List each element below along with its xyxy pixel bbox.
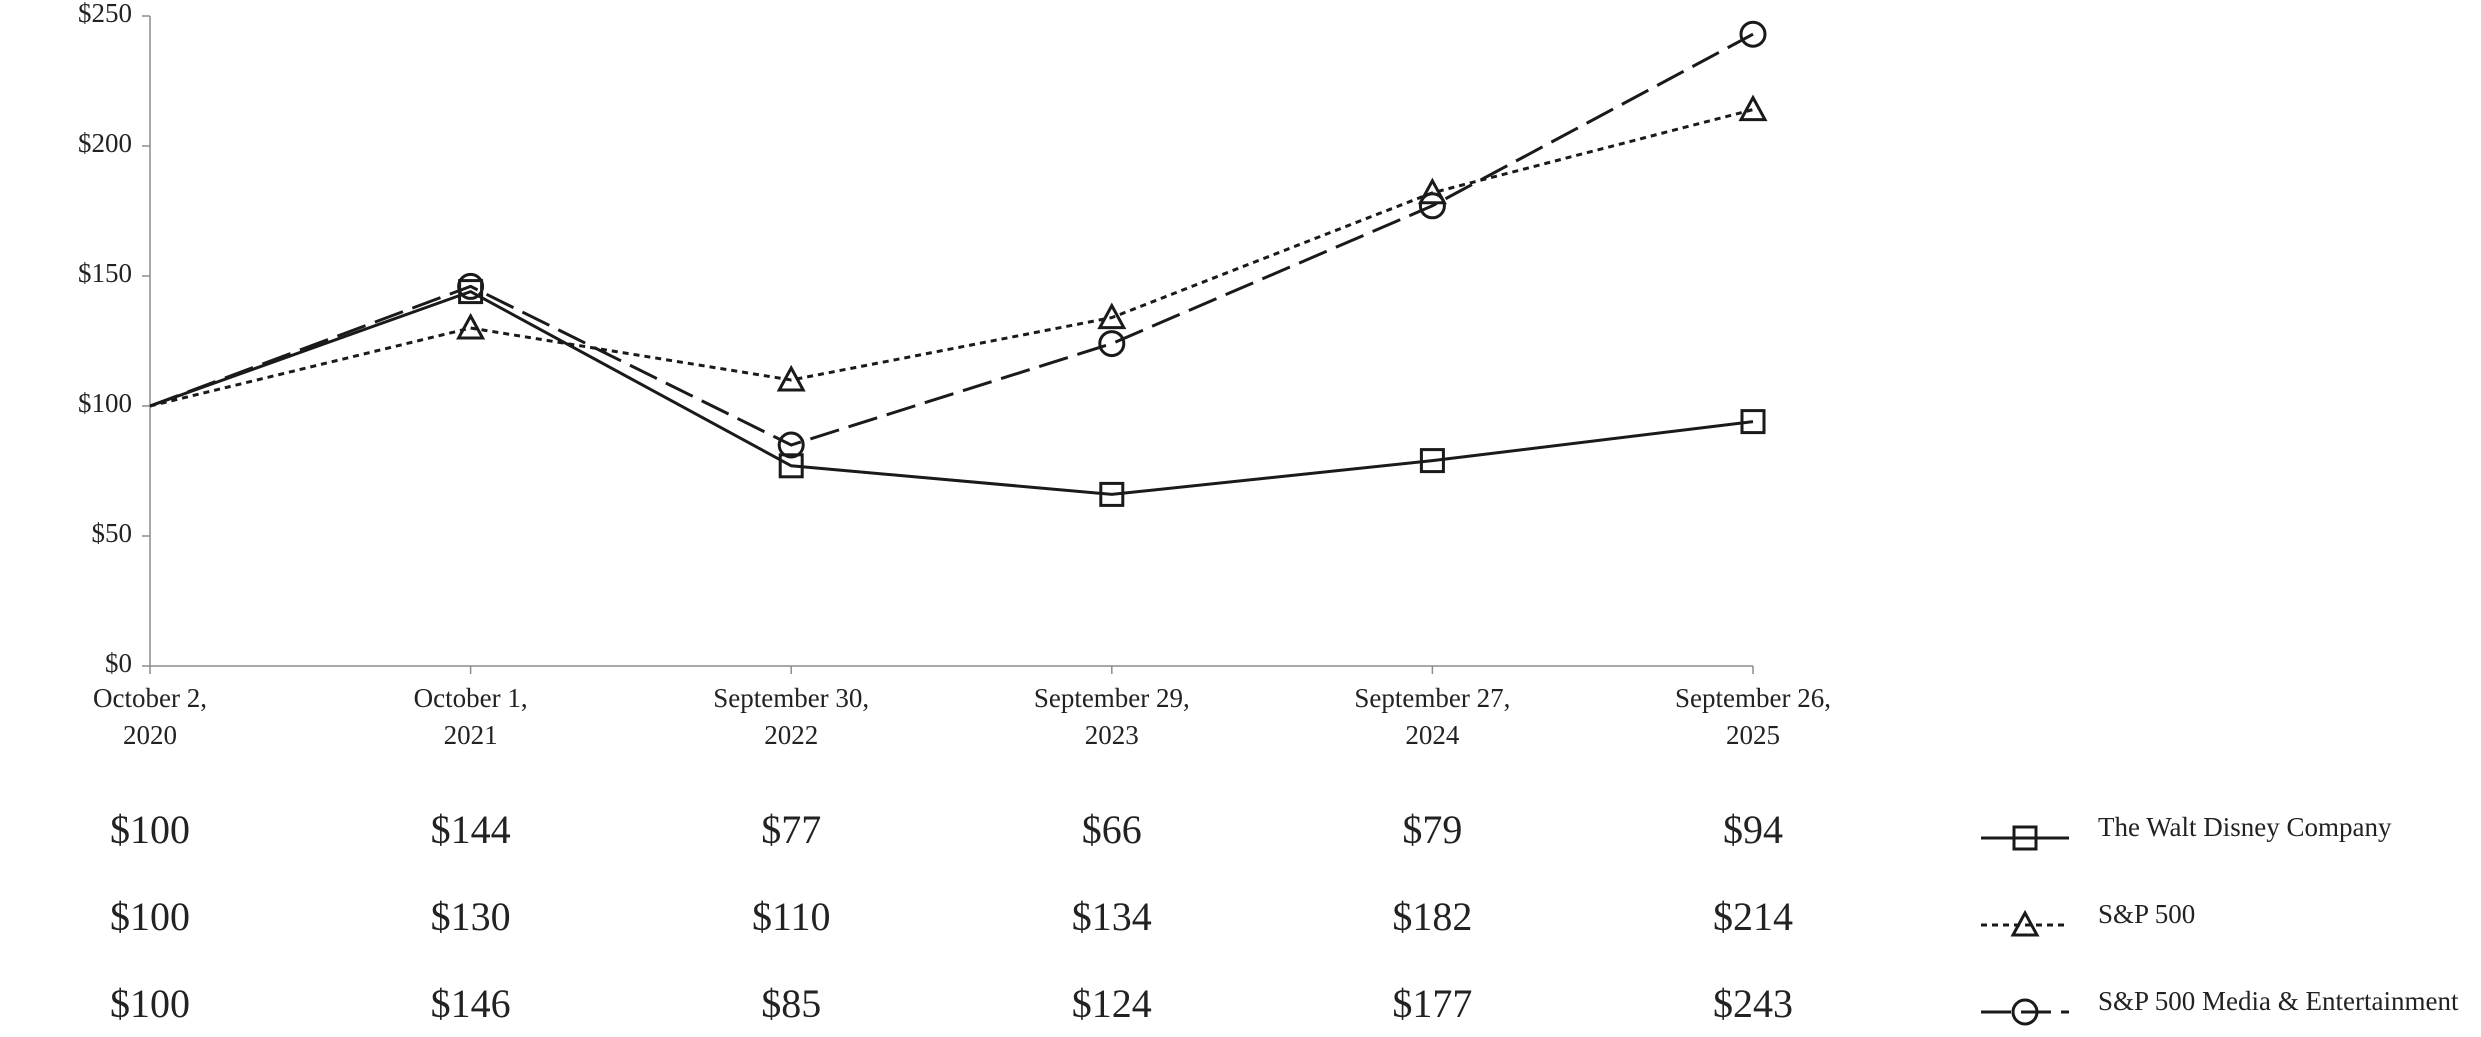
legend-label: The Walt Disney Company xyxy=(2098,812,2392,842)
legend-label: S&P 500 Media & Entertainment xyxy=(2098,986,2459,1016)
marker xyxy=(1097,302,1127,330)
table-value: $146 xyxy=(431,981,511,1026)
series-line xyxy=(149,108,1754,408)
y-tick-label: $50 xyxy=(92,518,133,548)
x-tick-label: September 30, 2022 xyxy=(713,683,870,750)
marker xyxy=(457,272,485,300)
marker xyxy=(1739,20,1767,48)
marker xyxy=(1417,177,1447,205)
table-value: $66 xyxy=(1082,807,1142,852)
marker xyxy=(456,312,486,340)
table-value: $134 xyxy=(1072,894,1152,939)
series-line xyxy=(149,32,1754,447)
y-tick-label: $0 xyxy=(105,648,132,678)
x-tick-label: September 29, 2023 xyxy=(1033,683,1190,750)
series-line xyxy=(149,289,1754,496)
marker xyxy=(1419,448,1445,474)
table-value: $124 xyxy=(1072,981,1152,1026)
table-value: $100 xyxy=(110,894,190,939)
x-tick-label: September 27, 2024 xyxy=(1354,683,1511,750)
legend-marker xyxy=(2010,909,2040,937)
y-tick-label: $150 xyxy=(78,258,132,288)
legend-marker xyxy=(2012,825,2038,851)
table-value: $77 xyxy=(761,807,821,852)
table-value: $214 xyxy=(1713,894,1793,939)
legend-marker xyxy=(2011,998,2039,1026)
table-value: $130 xyxy=(431,894,511,939)
table-value: $243 xyxy=(1713,981,1793,1026)
table-value: $100 xyxy=(110,807,190,852)
x-tick-label: October 2, 2020 xyxy=(93,683,207,750)
legend-label: S&P 500 xyxy=(2098,899,2195,929)
marker xyxy=(1099,481,1125,507)
table-value: $85 xyxy=(761,981,821,1026)
table-value: $144 xyxy=(431,807,511,852)
y-tick-label: $250 xyxy=(78,0,132,28)
x-tick-label: October 1, 2021 xyxy=(413,683,528,750)
table-value: $110 xyxy=(752,894,831,939)
marker xyxy=(1418,192,1446,220)
table-value: $177 xyxy=(1392,981,1472,1026)
table-value: $100 xyxy=(110,981,190,1026)
marker xyxy=(778,453,804,479)
marker xyxy=(777,431,805,459)
marker xyxy=(1738,94,1768,122)
marker xyxy=(1740,409,1766,435)
x-tick-label: September 26, 2025 xyxy=(1675,683,1831,750)
y-tick-label: $100 xyxy=(78,388,132,418)
table-value: $182 xyxy=(1392,894,1472,939)
table-value: $94 xyxy=(1723,807,1783,852)
table-value: $79 xyxy=(1402,807,1462,852)
y-tick-label: $200 xyxy=(78,128,132,158)
marker xyxy=(776,364,806,392)
marker xyxy=(1098,330,1126,358)
